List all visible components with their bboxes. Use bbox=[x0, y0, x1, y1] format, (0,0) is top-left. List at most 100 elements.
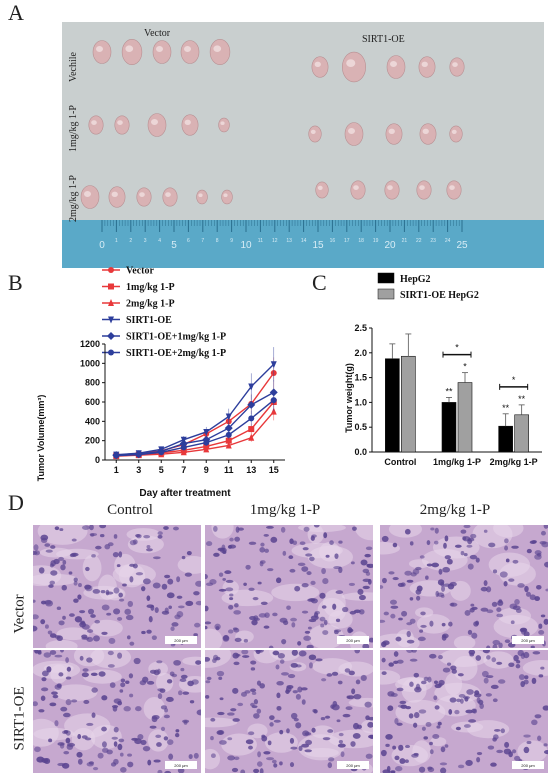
cell-nucleus bbox=[335, 590, 344, 594]
cell-nucleus bbox=[302, 547, 309, 551]
cell-nucleus bbox=[450, 602, 455, 607]
bar bbox=[457, 382, 473, 453]
cell-nucleus bbox=[420, 611, 426, 616]
ruler-number: 7 bbox=[201, 238, 204, 244]
cell-nucleus bbox=[398, 744, 404, 751]
cell-nucleus bbox=[525, 591, 531, 597]
cell-nucleus bbox=[288, 555, 294, 560]
cell-nucleus bbox=[409, 681, 414, 687]
tumor-specimen bbox=[181, 114, 199, 136]
cell-nucleus bbox=[389, 599, 397, 605]
cell-nucleus bbox=[272, 612, 278, 617]
cell-nucleus bbox=[117, 743, 123, 751]
cell-nucleus bbox=[205, 621, 212, 625]
cell-nucleus bbox=[321, 678, 327, 682]
histology-image: 200 μm bbox=[205, 650, 373, 773]
ruler-number: 20 bbox=[384, 240, 396, 251]
cell-nucleus bbox=[73, 598, 79, 603]
cell-nucleus bbox=[101, 631, 108, 636]
bar bbox=[498, 425, 513, 453]
cell-nucleus bbox=[240, 769, 246, 773]
cell-nucleus bbox=[415, 566, 422, 571]
cell-nucleus bbox=[142, 746, 151, 752]
cell-nucleus bbox=[483, 529, 488, 533]
cell-nucleus bbox=[511, 545, 519, 549]
cell-nucleus bbox=[276, 680, 284, 686]
cell-nucleus bbox=[51, 691, 58, 695]
x-tick-label: 9 bbox=[204, 465, 209, 475]
cell-nucleus bbox=[54, 720, 59, 727]
data-point bbox=[248, 415, 255, 422]
cell-nucleus bbox=[434, 540, 439, 545]
cytoplasm-region bbox=[317, 597, 347, 624]
cell-nucleus bbox=[353, 609, 361, 614]
ruler bbox=[62, 220, 544, 268]
cell-nucleus bbox=[142, 676, 149, 683]
cell-nucleus bbox=[394, 755, 400, 761]
row-label-2mg: 2mg/kg 1-P bbox=[68, 175, 79, 222]
cell-nucleus bbox=[104, 544, 111, 550]
cell-nucleus bbox=[141, 586, 146, 592]
cell-nucleus bbox=[122, 583, 127, 587]
cell-nucleus bbox=[205, 656, 211, 662]
cell-nucleus bbox=[381, 535, 389, 543]
cell-nucleus bbox=[227, 712, 235, 716]
tumor-specimen bbox=[162, 187, 178, 207]
data-point bbox=[225, 431, 232, 438]
cell-nucleus bbox=[387, 705, 394, 711]
cell-nucleus bbox=[269, 715, 275, 721]
cell-nucleus bbox=[60, 650, 64, 653]
cell-nucleus bbox=[518, 674, 525, 681]
cell-nucleus bbox=[71, 538, 77, 542]
cell-nucleus bbox=[172, 526, 179, 531]
cell-nucleus bbox=[272, 650, 280, 656]
cell-nucleus bbox=[355, 679, 361, 685]
cell-nucleus bbox=[62, 615, 66, 620]
cell-nucleus bbox=[56, 606, 62, 611]
cell-nucleus bbox=[146, 595, 151, 601]
tumor-specimen bbox=[311, 56, 329, 78]
x-tick-label: 3 bbox=[136, 465, 141, 475]
cell-nucleus bbox=[449, 697, 457, 703]
specimen-highlight bbox=[348, 128, 355, 134]
cell-nucleus bbox=[166, 592, 175, 599]
cell-nucleus bbox=[327, 729, 334, 733]
cell-nucleus bbox=[483, 580, 488, 587]
cell-nucleus bbox=[392, 542, 398, 548]
cell-nucleus bbox=[108, 637, 116, 645]
cell-nucleus bbox=[434, 680, 439, 685]
cell-nucleus bbox=[512, 605, 521, 611]
x-tick-label: 5 bbox=[159, 465, 164, 475]
cell-nucleus bbox=[323, 532, 328, 539]
cell-nucleus bbox=[157, 531, 163, 536]
cytoplasm-region bbox=[488, 552, 531, 577]
cell-nucleus bbox=[421, 726, 426, 731]
cell-nucleus bbox=[152, 556, 161, 560]
cell-nucleus bbox=[85, 566, 90, 572]
cell-nucleus bbox=[362, 585, 370, 590]
cell-nucleus bbox=[475, 557, 480, 563]
cell-nucleus bbox=[328, 757, 335, 762]
cell-nucleus bbox=[146, 680, 155, 685]
cell-nucleus bbox=[295, 722, 302, 729]
cell-nucleus bbox=[92, 589, 101, 594]
cell-nucleus bbox=[216, 730, 224, 735]
cytoplasm-region bbox=[483, 651, 514, 669]
cell-nucleus bbox=[81, 637, 90, 640]
cell-nucleus bbox=[91, 712, 96, 718]
cell-nucleus bbox=[480, 607, 489, 612]
cell-nucleus bbox=[52, 694, 59, 699]
cell-nucleus bbox=[487, 745, 495, 750]
tumor-specimen bbox=[92, 40, 112, 64]
cell-nucleus bbox=[215, 656, 221, 661]
cell-nucleus bbox=[77, 594, 82, 600]
y-axis-label: Tumor weight(g) bbox=[344, 363, 354, 433]
cytoplasm-region bbox=[147, 729, 169, 752]
cell-nucleus bbox=[217, 547, 225, 552]
cell-nucleus bbox=[301, 583, 309, 588]
legend-label: SIRT1-OE bbox=[126, 315, 172, 326]
cell-nucleus bbox=[396, 722, 403, 726]
cell-nucleus bbox=[143, 535, 151, 539]
specimen-highlight bbox=[165, 192, 171, 198]
tumor-specimen bbox=[88, 115, 104, 135]
